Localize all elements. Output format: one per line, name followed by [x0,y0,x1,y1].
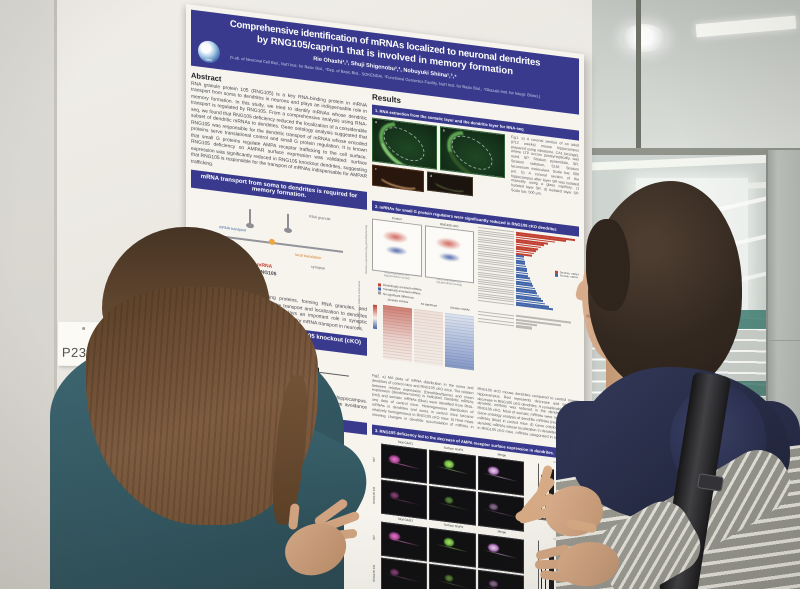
ma-scatter [424,225,474,284]
panel-label: b [443,128,445,133]
fluorescence-panel [380,443,428,484]
blue-swatch-icon [378,287,381,291]
heatmap-colorbar [373,304,377,330]
thumb [288,503,300,530]
row-label: WT [372,457,376,463]
diagram-label-rna-granule: RNA granule [309,214,331,222]
fluorescence-panel [380,521,428,562]
fluorescence-panel [380,479,428,520]
ma-plot-control: Control Mean expression (1/2 log₂(dendri… [372,213,422,285]
row-label: RNG105 KO [372,487,376,505]
go-bar [516,325,533,330]
ma-scatter [372,218,422,277]
ma-plots: Relative expression (log₂(dendrites/soma… [365,213,474,292]
panel-label: c [375,166,377,172]
left-wall [0,0,58,589]
hippocampus-image-b: b [440,126,505,179]
glass-frame-vertical [636,0,641,152]
heatmap-strip [414,308,443,367]
panel-label: d [430,173,432,179]
fluorescence-panel [429,563,476,589]
glass-frame-horizontal [592,148,800,155]
isolated-layer-sp-image: d [427,171,473,197]
fluorescence-panel [429,527,476,568]
heatmap-strip [445,312,474,371]
fluorescence-panel [429,450,476,490]
ma-ylabel: Relative expression (log₂(dendrites/soma… [365,224,368,274]
heatmap-somatic: Somatic mRNAs [445,306,474,374]
fluorescence-panel [477,533,524,574]
tile-line [768,340,800,341]
nibb-logo-text: NIBB [205,57,213,63]
gray-swatch-icon [378,291,381,296]
axon-terminal-icon [249,209,251,226]
wall-corner-line [54,0,57,589]
heatmaps: Dendritic accumulation RNG105 cKO/Contro… [358,281,474,374]
hippocampus-image-a: a [372,117,437,170]
hair-fringe [586,219,630,311]
figure2: Relative expression (log₂(dendrites/soma… [358,213,579,397]
fluorescence-panel [380,557,428,589]
person-left [40,225,381,589]
person-right [550,175,800,589]
heatmap-nosig: No significant [414,302,443,370]
red-swatch-icon [378,282,381,287]
ceiling-downlight [622,24,666,52]
heatmap-dendritic: Dendritic mRNAs [383,298,412,366]
ma-plot-cko: RNG105 cKO Mean expression (1/2 log₂(den… [424,220,474,292]
isolated-layer-sr-image: c [372,164,424,193]
heatmap-strip [383,304,412,363]
panel-label: a [375,119,377,125]
figure1-images: a b c d [372,117,508,214]
figure2-left: Relative expression (log₂(dendrites/soma… [358,213,474,384]
fluorescence-panel [429,486,476,526]
